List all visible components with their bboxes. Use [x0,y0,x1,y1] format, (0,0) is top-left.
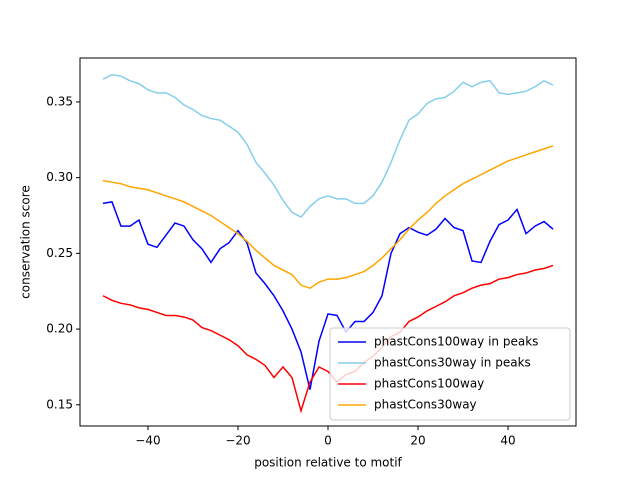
series-line [102,264,554,414]
y-tick-label: 0.20 [46,322,73,336]
legend-box [329,327,571,421]
series-line [102,73,554,218]
x-tick-label: 20 [410,434,425,448]
legend-label: phastCons30way [374,398,477,412]
plot-frame [79,57,577,427]
legend-label: phastCons100way [374,377,484,391]
legend-label: phastCons100way in peaks [374,335,538,349]
y-tick-label: 0.35 [46,94,73,108]
x-tick-label: −20 [225,434,250,448]
legend-label: phastCons30way in peaks [374,356,531,370]
y-tick-label: 0.30 [46,170,73,184]
x-tick-label: 40 [500,434,515,448]
y-tick-label: 0.15 [46,397,73,411]
y-tick-label: 0.25 [46,246,73,260]
series-line [102,145,554,290]
x-axis-label: position relative to motif [254,456,402,470]
y-axis-label: conservation score [19,185,33,299]
series-line [102,201,554,390]
x-tick-label: −40 [135,434,160,448]
x-tick-label: 0 [324,434,332,448]
